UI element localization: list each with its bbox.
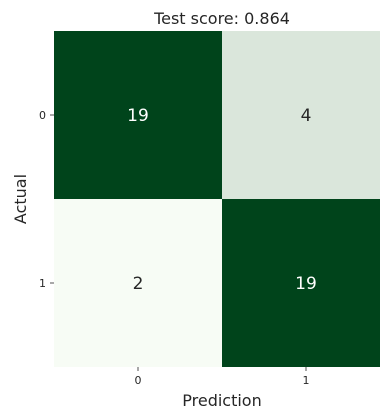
y-tick-label-1: 1 [39, 277, 46, 290]
x-axis-label: Prediction [182, 391, 261, 410]
y-axis-ticks: 01 [39, 109, 54, 290]
heatmap-cell-1-1 [222, 199, 380, 367]
x-tick-label-0: 0 [135, 374, 142, 387]
heatmap-cell-0-0 [54, 31, 222, 199]
cell-value-label-1-0: 2 [133, 274, 144, 294]
cell-value-label-0-1: 4 [301, 106, 312, 126]
heatmap-cell-1-0 [54, 199, 222, 367]
x-tick-label-1: 1 [303, 374, 310, 387]
heatmap-cell-0-1 [222, 31, 380, 199]
y-axis-label: Actual [11, 174, 30, 224]
cell-value-label-0-0: 19 [127, 106, 149, 126]
y-tick-label-0: 0 [39, 109, 46, 122]
chart-title: Test score: 0.864 [153, 9, 290, 28]
heatmap-cells: 19 4 2 19 [54, 31, 380, 367]
cell-value-label-1-1: 19 [295, 274, 317, 294]
